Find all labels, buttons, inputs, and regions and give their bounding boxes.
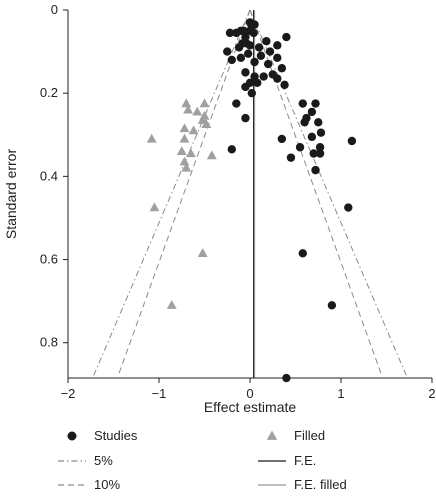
- study-point: [241, 113, 250, 123]
- study-point: [347, 136, 357, 146]
- study-point: [259, 72, 268, 81]
- legend-label: 5%: [94, 453, 113, 468]
- y-axis-title: Standard error: [3, 149, 19, 240]
- study-point: [253, 78, 262, 87]
- axes: −2 −1 0 1 2 0 0.2 0.4 0.6 0.8: [40, 2, 436, 401]
- study-point: [223, 47, 232, 56]
- filled-point: [185, 148, 196, 158]
- study-point: [254, 43, 264, 52]
- x-tick-label: 0: [246, 386, 253, 401]
- legend-triangle-icon: [266, 430, 278, 440]
- filled-point: [183, 104, 194, 114]
- y-tick-label: 0.2: [40, 85, 58, 100]
- filled-point: [176, 146, 187, 156]
- filled-point: [197, 248, 208, 257]
- study-point: [241, 68, 250, 77]
- funnel-line-five-percent: [93, 9, 251, 377]
- legend-label: Filled: [294, 428, 325, 443]
- study-point: [249, 28, 258, 38]
- legend-label: F.E. filled: [294, 477, 347, 492]
- study-point: [295, 143, 305, 152]
- study-point: [227, 145, 236, 154]
- filled-point: [166, 300, 177, 309]
- study-point: [232, 28, 241, 38]
- study-point: [298, 99, 307, 108]
- study-point: [234, 43, 244, 52]
- study-point: [273, 53, 282, 63]
- study-point: [243, 49, 253, 58]
- study-point: [232, 99, 241, 108]
- y-tick-label: 0: [51, 2, 58, 17]
- study-point: [286, 153, 296, 162]
- study-point: [327, 301, 337, 310]
- study-point: [316, 128, 326, 137]
- study-point: [262, 36, 271, 46]
- study-point: [309, 149, 318, 158]
- filled-point: [179, 156, 190, 166]
- plot-area: [93, 9, 407, 383]
- study-point: [227, 55, 236, 65]
- y-tick-label: 0.8: [40, 335, 58, 350]
- filled-point: [206, 150, 217, 160]
- study-point: [277, 134, 287, 144]
- x-tick-label: 2: [428, 386, 435, 401]
- legend-label: Studies: [94, 428, 138, 443]
- study-point: [273, 74, 282, 83]
- x-axis-title: Effect estimate: [204, 399, 297, 415]
- funnel-line-ten-percent: [117, 9, 251, 377]
- filled-point: [179, 133, 190, 143]
- filled-point: [192, 106, 203, 116]
- filled-point: [181, 162, 192, 172]
- study-point: [344, 203, 353, 212]
- study-point: [264, 59, 273, 69]
- study-point: [280, 80, 289, 90]
- x-tick-label: 1: [337, 386, 344, 401]
- filled-point: [146, 133, 157, 143]
- filled-point: [149, 202, 160, 212]
- study-point: [307, 132, 317, 142]
- study-point: [250, 57, 259, 67]
- study-point: [225, 28, 235, 38]
- x-tick-label: −2: [61, 386, 76, 401]
- x-tick-label: −1: [152, 386, 167, 401]
- legend-circle-icon: [67, 431, 77, 441]
- study-point: [277, 64, 287, 73]
- study-point: [247, 88, 257, 98]
- study-point: [273, 41, 282, 50]
- legend-label: 10%: [94, 477, 120, 492]
- study-point: [236, 53, 246, 63]
- legend: Studies Filled 5% F.E. 10% F.E. filled: [58, 428, 347, 492]
- y-tick-label: 0.6: [40, 252, 58, 267]
- study-point: [241, 82, 250, 92]
- study-point: [315, 143, 325, 152]
- study-point: [300, 118, 309, 127]
- study-point: [307, 107, 317, 117]
- study-point: [311, 165, 320, 175]
- legend-label: F.E.: [294, 453, 316, 468]
- filled-point: [181, 98, 192, 108]
- y-tick-label: 0.4: [40, 168, 58, 183]
- study-point: [282, 32, 291, 42]
- study-point: [265, 47, 275, 56]
- study-point: [311, 99, 320, 108]
- study-point: [315, 149, 325, 158]
- study-point: [256, 51, 266, 60]
- filled-point: [179, 123, 190, 133]
- filled-point: [201, 119, 212, 129]
- study-point: [314, 118, 323, 127]
- study-point: [298, 249, 307, 258]
- filled-point: [188, 125, 199, 135]
- filled-point: [199, 98, 210, 108]
- study-point: [245, 41, 255, 50]
- funnel-line-five-percent: [249, 9, 407, 377]
